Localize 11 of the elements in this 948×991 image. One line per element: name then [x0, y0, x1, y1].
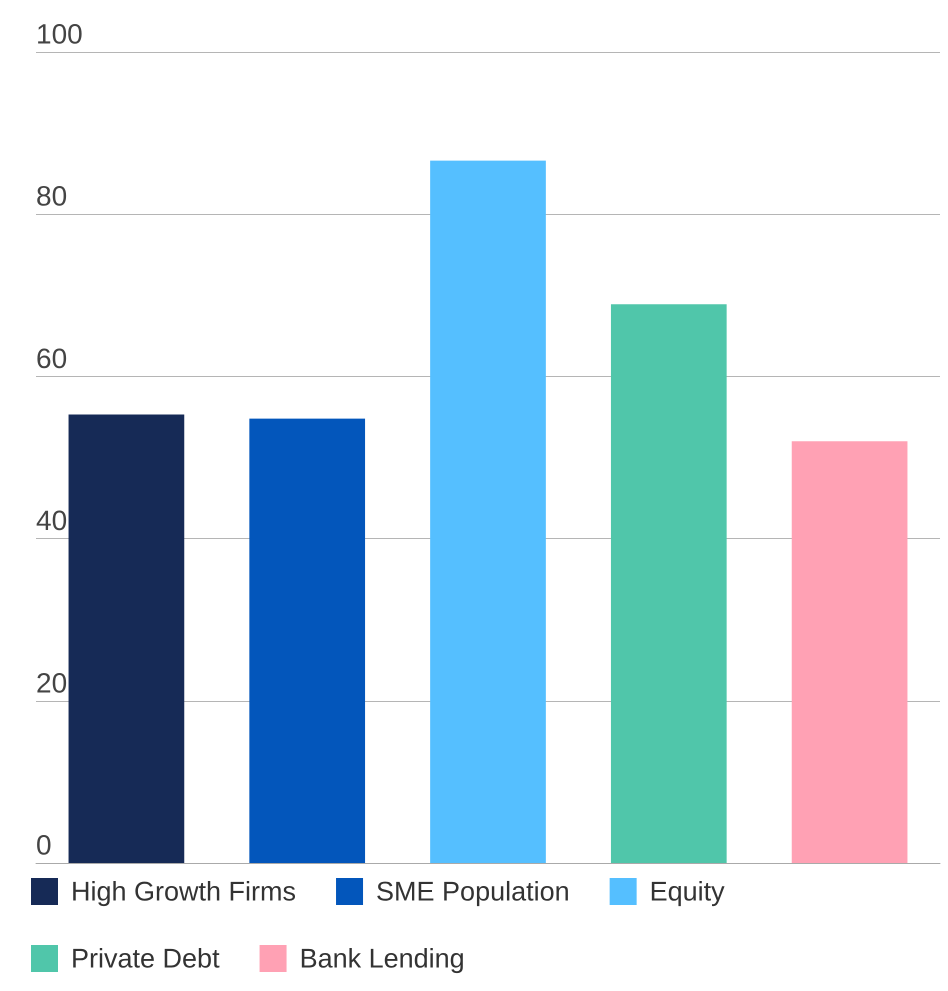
legend-label: High Growth Firms	[71, 876, 296, 906]
legend-label: SME Population	[376, 876, 570, 906]
y-tick-label: 0	[36, 830, 52, 860]
legend-label: Bank Lending	[300, 944, 465, 974]
y-tick-label: 80	[36, 180, 68, 212]
y-tick-label: 60	[36, 342, 68, 374]
y-tick-label: 20	[36, 667, 68, 698]
legend-label: Private Debt	[71, 944, 220, 974]
y-tick-label: 100	[36, 18, 83, 50]
y-tick-label: 40	[36, 505, 68, 536]
legend-label: Equity	[650, 876, 726, 906]
